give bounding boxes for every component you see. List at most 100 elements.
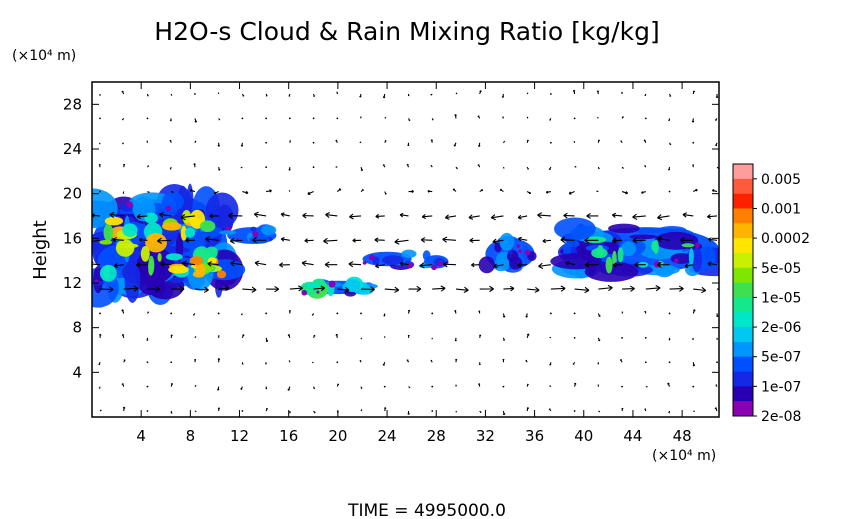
- cloud-cell: [157, 252, 162, 262]
- wind-vector: [336, 117, 339, 120]
- cloud-cell: [612, 250, 617, 266]
- wind-vector: [307, 191, 314, 196]
- wind-vector: [288, 93, 291, 97]
- cloud-cell: [636, 228, 661, 234]
- wind-vector: [621, 116, 624, 119]
- wind-vector: [620, 140, 623, 144]
- cloud-cell: [205, 192, 239, 229]
- wind-vector: [382, 93, 386, 99]
- wind-vector: [430, 93, 433, 96]
- x-tick-label: 36: [525, 427, 544, 445]
- wind-vector: [194, 358, 197, 363]
- cloud-cell: [180, 225, 187, 241]
- y-tick-label: 20: [63, 185, 82, 203]
- wind-vector: [185, 238, 195, 243]
- wind-vector: [419, 262, 433, 269]
- wind-vector: [146, 140, 149, 143]
- wind-vector: [313, 334, 316, 339]
- wind-vector: [668, 410, 671, 414]
- cloud-cell: [168, 265, 189, 274]
- wind-vector: [98, 362, 101, 366]
- wind-vector: [632, 213, 646, 220]
- wind-vector: [597, 362, 600, 365]
- wind-vector: [714, 407, 718, 412]
- cloud-cell: [591, 248, 608, 259]
- wind-vector: [545, 190, 551, 194]
- wind-vector: [360, 312, 362, 315]
- wind-vector: [454, 309, 457, 314]
- colorbar-swatch: [733, 297, 753, 313]
- wind-vector: [542, 238, 551, 244]
- wind-vector: [336, 361, 339, 364]
- wind-vector: [383, 336, 386, 338]
- cloud-cell: [216, 270, 227, 279]
- wind-vector: [502, 166, 505, 169]
- wind-vector: [644, 164, 647, 168]
- wind-vector: [157, 237, 172, 244]
- wind-vector: [537, 212, 551, 219]
- wind-vector: [682, 212, 694, 218]
- wind-vector: [265, 141, 268, 144]
- wind-vector: [194, 384, 197, 387]
- wind-vector: [194, 118, 198, 123]
- wind-vector: [692, 309, 696, 314]
- wind-vector: [669, 285, 684, 292]
- wind-vector: [253, 211, 267, 218]
- wind-vector: [568, 191, 575, 195]
- wind-vector: [230, 260, 243, 267]
- wind-vector: [359, 116, 362, 119]
- wind-vector: [526, 139, 529, 143]
- wind-vector: [707, 237, 718, 242]
- cloud-cell: [103, 223, 114, 242]
- wind-vector: [597, 313, 601, 318]
- cloud-cell: [184, 227, 196, 238]
- colorbar-label: 0.001: [761, 201, 801, 217]
- wind-vector: [477, 115, 481, 119]
- wind-vector: [431, 385, 434, 388]
- wind-vector: [525, 359, 528, 363]
- wind-vector: [669, 142, 672, 146]
- wind-vector: [644, 336, 647, 339]
- wind-vector: [406, 163, 410, 168]
- wind-vector: [679, 237, 694, 244]
- wind-vector: [383, 385, 386, 388]
- mixing-ratio-field: [92, 183, 719, 308]
- wind-vector: [121, 383, 125, 387]
- wind-vector: [517, 236, 528, 242]
- wind-vector: [656, 261, 670, 268]
- wind-vector: [707, 261, 718, 267]
- wind-vector: [526, 333, 530, 339]
- cloud-cell: [431, 264, 437, 271]
- wind-vector: [336, 383, 340, 387]
- wind-vector: [715, 93, 719, 99]
- wind-vector: [123, 359, 126, 363]
- wind-vector: [692, 141, 695, 144]
- wind-vector: [265, 337, 269, 343]
- wind-vector: [612, 262, 623, 268]
- wind-vector: [478, 362, 481, 366]
- wind-vector: [644, 361, 647, 364]
- cloud-cell: [499, 232, 515, 251]
- wind-vector: [217, 92, 220, 95]
- wind-vector: [477, 164, 481, 168]
- y-tick-label: 24: [63, 140, 82, 158]
- time-label: TIME = 4995000.0: [347, 501, 506, 519]
- cloud-cell: [140, 246, 150, 262]
- wind-vector: [289, 410, 291, 414]
- wind-vector: [304, 238, 314, 243]
- wind-vector: [383, 313, 386, 317]
- wind-vector: [240, 142, 244, 147]
- wind-vector: [360, 337, 363, 340]
- wind-vector: [586, 212, 599, 219]
- wind-vector: [146, 93, 149, 97]
- wind-vector: [430, 139, 433, 143]
- wind-vector: [207, 261, 219, 267]
- wind-vector: [98, 142, 101, 145]
- wind-vector: [668, 190, 671, 193]
- colorbar-label: 5e-07: [761, 350, 801, 366]
- wind-vector: [136, 213, 148, 220]
- wind-vector: [360, 409, 363, 412]
- wind-vector: [430, 164, 433, 168]
- wind-vector: [138, 237, 148, 243]
